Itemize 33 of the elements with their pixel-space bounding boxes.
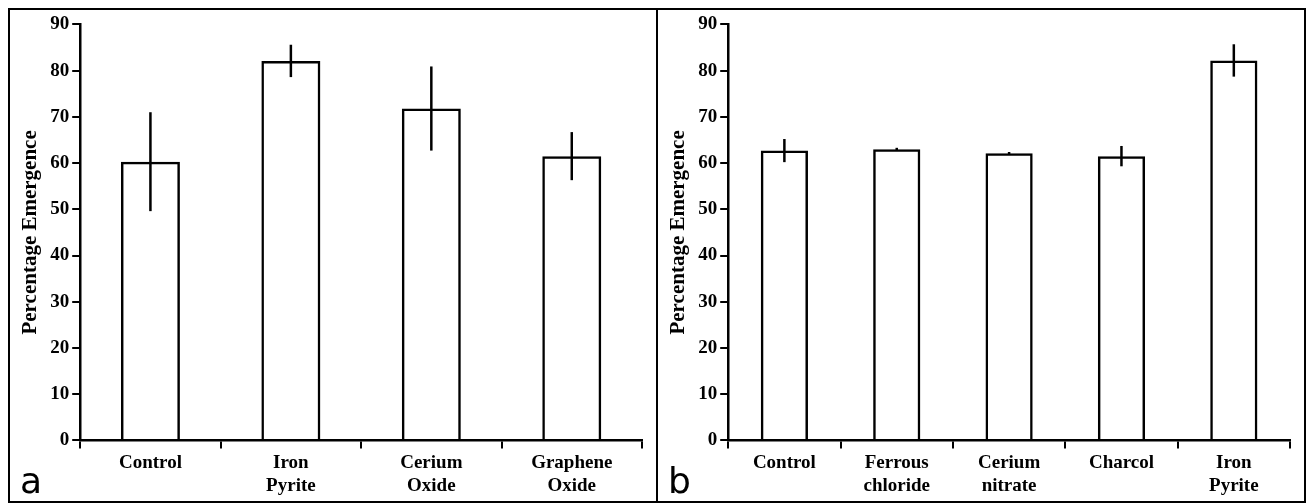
y-tick-label: 80 bbox=[50, 58, 70, 80]
y-tick-label: 90 bbox=[698, 12, 718, 34]
y-tick-label: 20 bbox=[698, 335, 718, 357]
text: b bbox=[668, 460, 691, 501]
y-tick-label: 40 bbox=[50, 243, 70, 265]
x-tick-label: Iron Pyrite bbox=[1209, 450, 1259, 495]
y-axis-title: Percentage Emergence bbox=[17, 130, 42, 335]
x-tick-label: Ferrous chloride bbox=[863, 450, 930, 495]
y-tick-label: 60 bbox=[698, 150, 718, 172]
y-tick-label: 0 bbox=[707, 428, 718, 450]
x-tick-label: Control bbox=[752, 450, 816, 472]
y-tick-label: 0 bbox=[59, 428, 70, 450]
y-axis-title: Percentage Emergence bbox=[665, 130, 690, 335]
y-tick-label: 40 bbox=[698, 243, 718, 265]
y-tick-label: 60 bbox=[50, 150, 70, 172]
x-tick-label: Iron Pyrite bbox=[266, 450, 316, 495]
text: a bbox=[20, 460, 43, 501]
y-tick-label: 30 bbox=[50, 289, 70, 311]
y-tick-label: 70 bbox=[698, 104, 718, 126]
y-tick-label: 10 bbox=[698, 382, 718, 404]
y-tick-label: 90 bbox=[50, 12, 70, 34]
x-tick-label: Charcol bbox=[1088, 450, 1155, 472]
x-tick-label: Graphene Oxide bbox=[531, 450, 613, 495]
x-tick-label: Cerium nitrate bbox=[977, 450, 1041, 495]
y-tick-label: 50 bbox=[698, 197, 718, 219]
x-tick-label: Cerium Oxide bbox=[400, 450, 463, 495]
x-tick-label: Control bbox=[118, 450, 182, 472]
y-tick-label: 20 bbox=[50, 335, 70, 357]
y-tick-label: 80 bbox=[698, 58, 718, 80]
y-tick-label: 10 bbox=[50, 382, 70, 404]
y-tick-label: 50 bbox=[50, 197, 70, 219]
y-tick-label: 30 bbox=[698, 289, 718, 311]
y-tick-label: 70 bbox=[50, 104, 70, 126]
